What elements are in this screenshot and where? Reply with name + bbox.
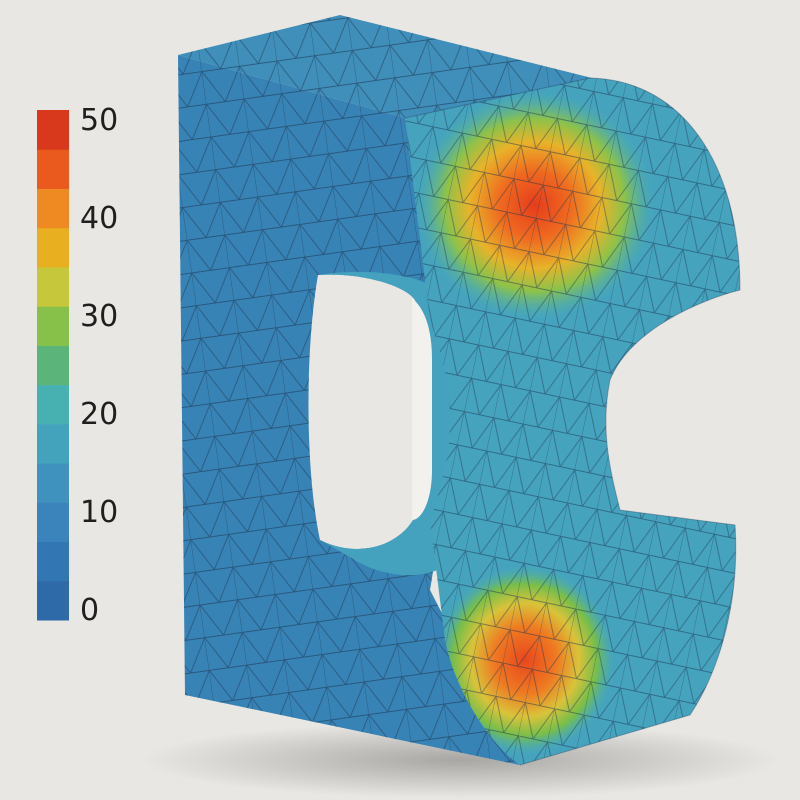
legend-swatch [37, 345, 69, 386]
legend-tick-label: 40 [80, 201, 118, 236]
legend-swatch [37, 423, 69, 464]
legend-swatch [37, 188, 69, 229]
legend-tick-label: 10 [80, 495, 118, 530]
legend-swatch [37, 463, 69, 503]
legend-swatch [37, 580, 69, 621]
legend-tick-label: 0 [80, 593, 99, 628]
legend-swatch [37, 306, 69, 346]
hole-opening [412, 298, 432, 520]
legend-tick-label: 50 [80, 103, 118, 138]
legend-swatch [37, 541, 69, 582]
legend-swatch [37, 266, 69, 307]
color-legend: 50 40 30 20 10 0 [37, 103, 118, 628]
legend-swatch [37, 110, 69, 150]
legend-swatch [37, 227, 69, 268]
legend-tick-label: 20 [80, 397, 118, 432]
legend-swatch [37, 502, 69, 543]
legend-tick-label: 30 [80, 299, 118, 334]
floor-shadow [140, 722, 780, 798]
legend-swatch [37, 149, 69, 189]
legend-swatch [37, 384, 69, 425]
